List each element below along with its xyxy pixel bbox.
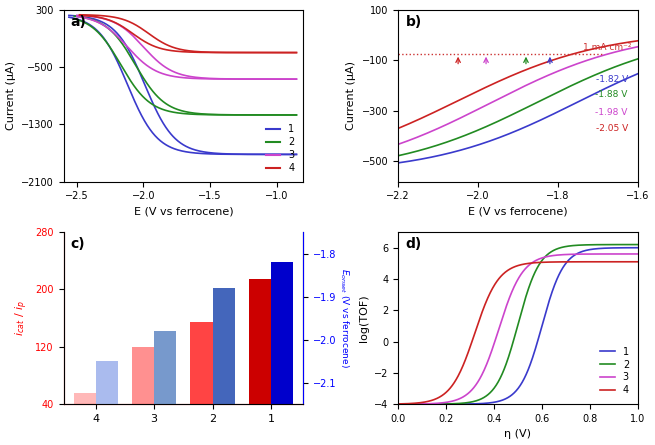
2: [456, 401, 464, 406]
Text: a): a): [71, 15, 86, 29]
Line: 2: 2: [398, 245, 638, 404]
Y-axis label: Current (μA): Current (μA): [5, 61, 16, 130]
Bar: [154, 331, 176, 404]
Line: 1: 1: [398, 248, 638, 404]
3: [554, 252, 562, 258]
4: [634, 259, 642, 264]
2: [437, 401, 445, 407]
3: [502, 303, 510, 308]
4: [574, 259, 582, 264]
3: [456, 396, 464, 401]
2: [574, 243, 582, 248]
4: [554, 259, 562, 265]
X-axis label: E (V vs ferrocene): E (V vs ferrocene): [468, 207, 568, 217]
4: [456, 370, 464, 375]
4: [394, 401, 402, 407]
Legend: 1, 2, 3, 4: 1, 2, 3, 4: [597, 343, 633, 399]
1: [394, 401, 402, 407]
Bar: [132, 347, 154, 404]
Text: c): c): [71, 237, 85, 251]
Bar: [191, 322, 213, 404]
3: [634, 251, 642, 257]
3: [437, 400, 445, 406]
2: [502, 360, 510, 365]
2: [394, 401, 402, 407]
Line: 3: 3: [398, 254, 638, 404]
Text: -2.05 V: -2.05 V: [595, 124, 627, 133]
1: [456, 401, 464, 407]
Text: d): d): [405, 237, 422, 251]
Bar: [96, 361, 118, 404]
Y-axis label: $E_{onset}$ (V vs ferrocene): $E_{onset}$ (V vs ferrocene): [338, 268, 350, 368]
X-axis label: E (V vs ferrocene): E (V vs ferrocene): [134, 207, 233, 217]
1: [502, 396, 510, 401]
Y-axis label: Current (μA): Current (μA): [346, 61, 356, 130]
Bar: [271, 262, 293, 404]
2: [634, 242, 642, 247]
3: [394, 401, 402, 407]
Bar: [73, 393, 96, 404]
Text: -1.88 V: -1.88 V: [595, 90, 627, 99]
Text: -1.82 V: -1.82 V: [595, 75, 627, 84]
2: [554, 246, 562, 251]
X-axis label: η (V): η (V): [504, 429, 531, 440]
3: [535, 256, 543, 262]
Line: 4: 4: [398, 262, 638, 404]
1: [437, 401, 445, 407]
1: [634, 245, 642, 251]
Bar: [213, 288, 234, 404]
1: [574, 250, 582, 255]
Text: 1 mA cm⁻²: 1 mA cm⁻²: [583, 43, 632, 52]
Y-axis label: $i_{cat}$ / $i_p$: $i_{cat}$ / $i_p$: [13, 300, 30, 336]
4: [502, 268, 510, 274]
Legend: 1, 2, 3, 4: 1, 2, 3, 4: [262, 120, 298, 177]
Y-axis label: log(TOF): log(TOF): [358, 294, 369, 342]
4: [535, 260, 543, 265]
1: [554, 274, 562, 279]
Text: -1.98 V: -1.98 V: [595, 108, 627, 117]
4: [437, 394, 445, 399]
3: [574, 251, 582, 257]
2: [535, 262, 543, 267]
Text: b): b): [405, 15, 422, 29]
Bar: [249, 279, 271, 404]
1: [535, 332, 543, 338]
